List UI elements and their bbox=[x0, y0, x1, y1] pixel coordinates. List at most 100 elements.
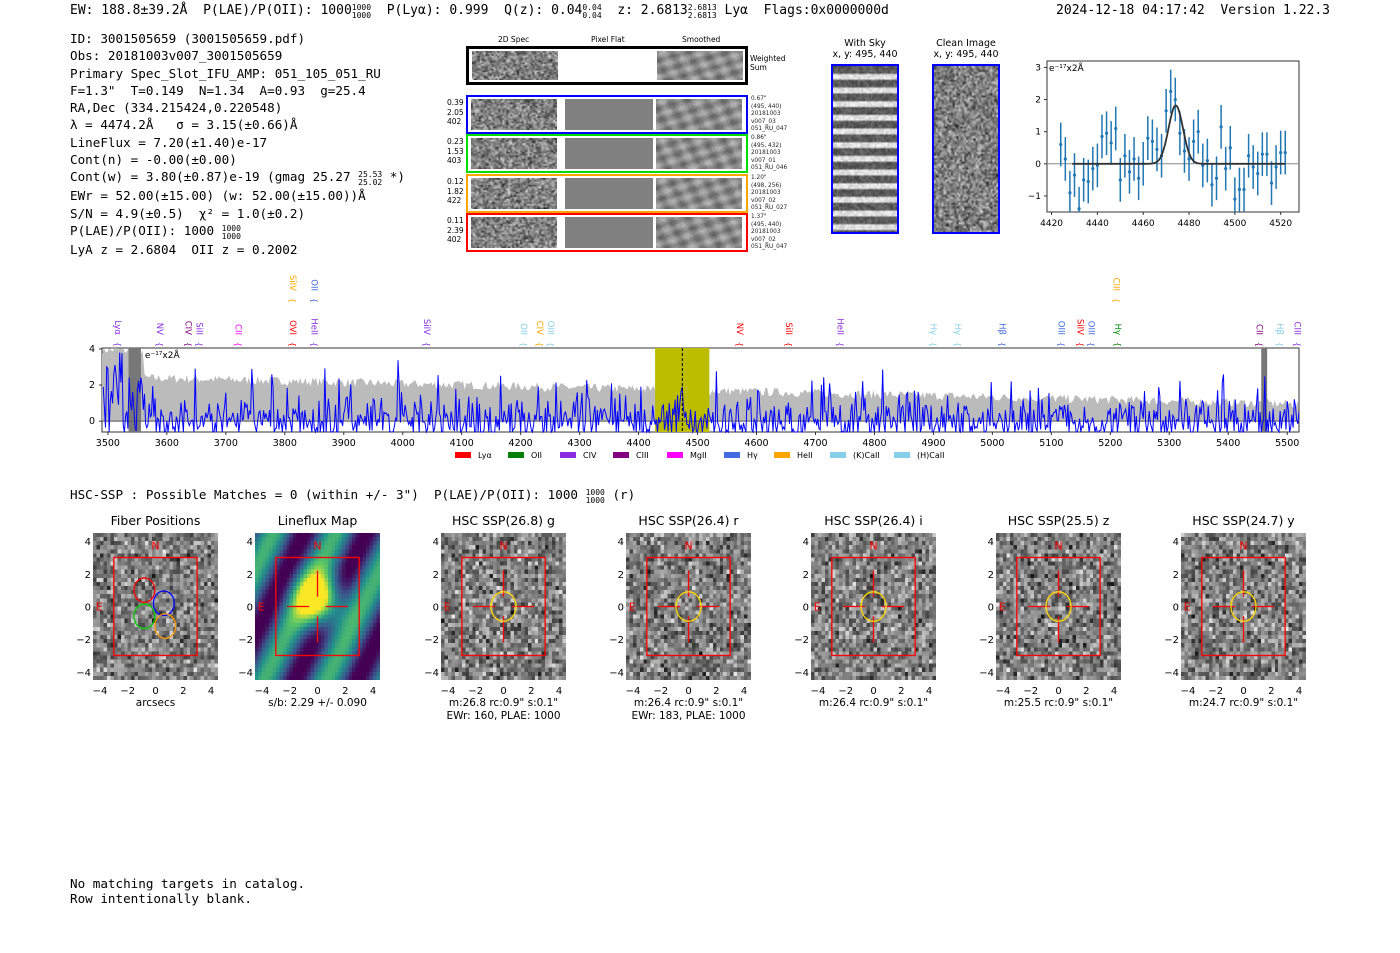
north-label: N bbox=[313, 539, 321, 552]
y-tick-label: 3 bbox=[1035, 63, 1041, 73]
clean-image-label: Clean Image bbox=[936, 38, 996, 49]
legend-swatch bbox=[613, 452, 629, 458]
hsc-summary-end: (r) bbox=[612, 487, 636, 502]
units-label: e⁻¹⁷x2Å bbox=[1049, 62, 1085, 74]
with-sky-title: With Sky x, y: 495, 440 bbox=[815, 38, 915, 60]
fiber-meta: 0.67" bbox=[751, 96, 767, 102]
contw-text: Cont(w) = 3.80(±0.87)e-19 (gmag 25.27 bbox=[70, 169, 351, 185]
emission-line-label: Hγ bbox=[1112, 324, 1122, 335]
east-label: E bbox=[814, 601, 821, 614]
legend-swatch bbox=[455, 452, 471, 458]
data-point bbox=[1279, 150, 1283, 155]
gmag-hi: 25.53 bbox=[358, 170, 383, 180]
info-id: ID: 3001505659 (3001505659.pdf) bbox=[70, 31, 306, 46]
z-value: z: 2.6813 bbox=[617, 3, 688, 18]
y-tick-label: 2 bbox=[988, 570, 994, 581]
fiber-stat: 402 bbox=[447, 117, 462, 126]
emission-line-bracket: { bbox=[546, 342, 555, 347]
data-point bbox=[1072, 173, 1077, 177]
y-tick-label: 2 bbox=[618, 570, 624, 581]
x-tick-label: −2 bbox=[468, 686, 483, 697]
data-point bbox=[1242, 187, 1246, 192]
emission-line-label: CIV bbox=[183, 321, 193, 335]
fiber-meta: (498, 256) bbox=[751, 182, 782, 189]
emission-line-label: CIII bbox=[1110, 278, 1120, 291]
emission-line-bracket: { bbox=[735, 342, 744, 347]
thumbnail-caption: m:26.4 rc:0.9" s:0.1" bbox=[633, 697, 744, 709]
fiber-row-meta: 1.37" (495, 440) 20181003 v007_02 051_RU_047 bbox=[751, 214, 787, 252]
x-tick-label: 4 bbox=[1296, 686, 1302, 697]
north-label: N bbox=[684, 539, 692, 552]
thumbnail-title: HSC SSP(26.4) r bbox=[638, 513, 739, 528]
fiber-2d-spec-image bbox=[471, 99, 557, 130]
thumbnail-caption: m:25.5 rc:0.9" s:0.1" bbox=[1003, 697, 1114, 709]
info-lineflux: LineFlux = 7.20(±1.40)e-17 bbox=[70, 134, 268, 150]
info-sn: S/N = 4.9(±0.5) χ² = 1.0(±0.2) bbox=[70, 205, 306, 221]
north-label: N bbox=[1054, 539, 1062, 552]
fiber-circle bbox=[152, 590, 175, 617]
data-point bbox=[1068, 191, 1072, 195]
data-point bbox=[1178, 131, 1182, 135]
emission-line-bracket: { bbox=[422, 342, 431, 347]
fiber-meta: 051_RU_047 bbox=[751, 244, 788, 251]
data-point bbox=[1127, 170, 1132, 174]
legend-swatch bbox=[774, 452, 790, 458]
y-tick-label: −4 bbox=[238, 668, 253, 679]
info-ewr: EWr = 52.00(±15.00) (w: 52.00(±15.00))Å bbox=[70, 188, 366, 204]
fiber-row-stats: 0.11 2.39 402 bbox=[447, 216, 464, 245]
emission-line-label: Lyα bbox=[112, 320, 122, 335]
fiber-smoothed-image bbox=[656, 99, 742, 130]
fiber-meta: v007_01 bbox=[751, 157, 776, 164]
legend-label: HeII bbox=[797, 451, 813, 460]
plae-hi: 1000 bbox=[351, 3, 372, 12]
y-tick-label: −4 bbox=[979, 668, 994, 679]
emission-line-label: Hγ bbox=[952, 324, 962, 335]
x-tick-label: 4400 bbox=[626, 438, 650, 449]
data-point bbox=[1164, 109, 1168, 113]
fiber-meta: 051_RU_046 bbox=[751, 165, 788, 172]
legend-label: OII bbox=[531, 451, 542, 460]
data-point bbox=[1123, 154, 1127, 158]
weighted-sum-label: Weighted Sum bbox=[750, 54, 786, 72]
fiber-meta: (495, 432) bbox=[751, 142, 782, 149]
fiber-meta: v007_02 bbox=[751, 236, 776, 243]
info-lambda: λ = 4474.2Å σ = 3.15(±0.66)Å bbox=[70, 117, 298, 133]
fiber-meta: v007_02 bbox=[751, 197, 776, 204]
aperture-circle bbox=[675, 591, 702, 622]
fiber-row bbox=[466, 213, 748, 252]
fiber-smoothed-image bbox=[656, 178, 742, 209]
plae-lo: 1000 bbox=[221, 231, 241, 241]
x-tick-label: −4 bbox=[255, 686, 270, 697]
emission-line-bracket: { bbox=[288, 298, 297, 303]
plae-lo: 1000 bbox=[351, 11, 372, 20]
legend-swatch bbox=[724, 452, 740, 458]
emission-line-label: HeII bbox=[834, 318, 844, 335]
east-label: E bbox=[444, 601, 451, 614]
y-tick-label: −2 bbox=[794, 635, 809, 646]
x-tick-label: 3800 bbox=[273, 438, 297, 449]
data-point bbox=[1118, 178, 1122, 182]
y-tick-label: 0 bbox=[618, 603, 624, 614]
legend-label: Hγ bbox=[747, 451, 758, 460]
clean-image bbox=[932, 64, 1000, 234]
emission-line-label: OIII bbox=[545, 321, 555, 335]
data-point bbox=[1283, 150, 1287, 155]
fiber-smoothed-image bbox=[656, 138, 742, 169]
x-tick-label: 5100 bbox=[1039, 438, 1063, 449]
emission-line-bracket: { bbox=[309, 342, 318, 347]
thumbnail-caption: EWr: 183, PLAE: 1000 bbox=[631, 710, 746, 722]
emission-line-label: SiII bbox=[783, 322, 793, 335]
y-tick-label: 4 bbox=[618, 537, 624, 548]
x-tick-label: 5300 bbox=[1157, 438, 1181, 449]
x-tick-label: 4460 bbox=[1132, 219, 1155, 229]
thumbnail-caption: m:26.4 rc:0.9" s:0.1" bbox=[818, 697, 929, 709]
emission-line-label: NV bbox=[154, 323, 164, 335]
data-point bbox=[1104, 131, 1109, 135]
data-point bbox=[1109, 141, 1113, 145]
emission-line-label: SiII bbox=[194, 322, 204, 335]
fiber-circle bbox=[154, 613, 177, 639]
x-tick-label: 4 bbox=[741, 686, 747, 697]
spectrum-line bbox=[102, 352, 1300, 434]
with-sky-image bbox=[831, 64, 899, 234]
data-point bbox=[1256, 171, 1260, 176]
